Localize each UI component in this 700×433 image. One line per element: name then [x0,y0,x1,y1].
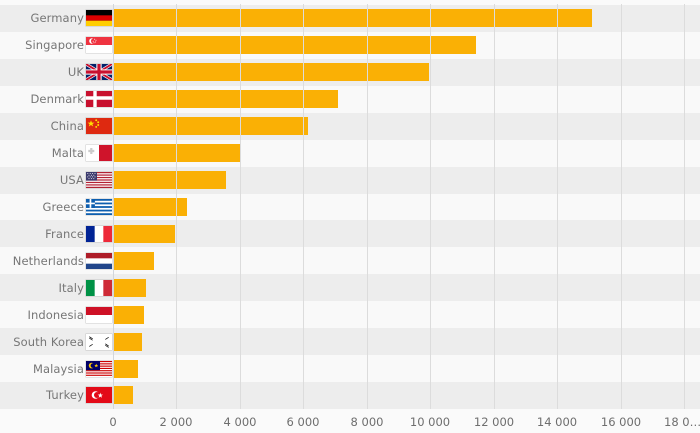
gridline [303,4,304,409]
category-label: Greece [42,199,84,214]
bar[interactable] [113,171,227,190]
flag-italy-icon [86,279,112,296]
category-label: France [45,226,84,241]
bar-row[interactable]: Greece [0,193,700,221]
category-label: Malaysia [32,361,84,376]
x-tick-label: 0 [109,415,117,429]
x-tick-label: 12 000 [473,415,515,429]
x-tick-label: 18 0… [664,415,700,429]
bar[interactable] [113,332,143,351]
bar-row[interactable]: Netherlands [0,247,700,275]
bar-row[interactable]: USA [0,166,700,194]
bar-row[interactable]: UK [0,58,700,86]
flag-malaysia-icon [86,360,112,377]
gridlines [113,4,685,409]
flag-turkey-icon [86,387,112,404]
x-tick-label: 6 000 [286,415,320,429]
bar-row[interactable]: South Korea [0,328,700,356]
bar-row[interactable]: China [0,112,700,140]
x-axis: 0 2 000 4 000 6 000 8 000 10 000 12 000 14 000 1… [0,409,700,433]
category-label: Singapore [25,38,84,53]
category-label: Germany [30,11,84,26]
bar-row[interactable]: Malta [0,139,700,167]
bar[interactable] [113,224,176,243]
gridline [621,4,622,409]
flag-france-icon [86,225,112,242]
bar-row[interactable]: Turkey [0,382,700,409]
flag-germany-icon [86,10,112,27]
flag-south-korea-icon [86,333,112,350]
bar-row[interactable]: France [0,220,700,248]
bar[interactable] [113,359,139,378]
flag-usa-icon [86,172,112,189]
bar[interactable] [113,36,477,55]
category-label: UK [67,65,84,80]
flag-greece-icon [86,198,112,215]
category-label: Netherlands [12,253,84,268]
flag-singapore-icon [86,37,112,54]
bar[interactable] [113,9,593,28]
x-tick-label: 10 000 [409,415,451,429]
x-tick-label: 8 000 [350,415,384,429]
bar-row[interactable]: Indonesia [0,301,700,329]
x-tick-label: 2 000 [159,415,193,429]
x-tick-label: 16 000 [600,415,642,429]
bar-row[interactable]: Germany [0,5,700,32]
gridline [557,4,558,409]
category-label: Italy [58,280,84,295]
bar-row[interactable]: Italy [0,274,700,302]
gridline [684,4,685,409]
gridline [240,4,241,409]
bar[interactable] [113,117,309,136]
gridline [367,4,368,409]
bar-row[interactable]: Malaysia [0,355,700,382]
category-label: South Korea [13,334,84,349]
category-label: China [50,119,84,134]
flag-malta-icon [86,145,112,162]
flag-indonesia-icon [86,306,112,323]
gridline [430,4,431,409]
bar[interactable] [113,386,133,405]
category-label: Malta [51,146,84,161]
x-tick-label: 4 000 [223,415,257,429]
category-label: Turkey [45,388,84,403]
bar-rows: Germany Singapore UK Denmark China Malta USA Gr… [0,5,700,409]
axis-line [113,4,114,409]
category-label: USA [59,173,84,188]
bar[interactable] [113,278,147,297]
category-label: Indonesia [27,307,84,322]
gridline [494,4,495,409]
flag-netherlands-icon [86,252,112,269]
bar[interactable] [113,305,145,324]
category-label: Denmark [30,92,84,107]
bar-row[interactable]: Singapore [0,31,700,59]
bar[interactable] [113,90,338,109]
flag-denmark-icon [86,91,112,108]
x-tick-label: 14 000 [536,415,578,429]
bar[interactable] [113,63,430,82]
bar[interactable] [113,251,154,270]
bar-row[interactable]: Denmark [0,85,700,113]
bar[interactable] [113,197,188,216]
flag-uk-icon [86,64,112,81]
flag-china-icon [86,118,112,135]
gridline [176,4,177,409]
